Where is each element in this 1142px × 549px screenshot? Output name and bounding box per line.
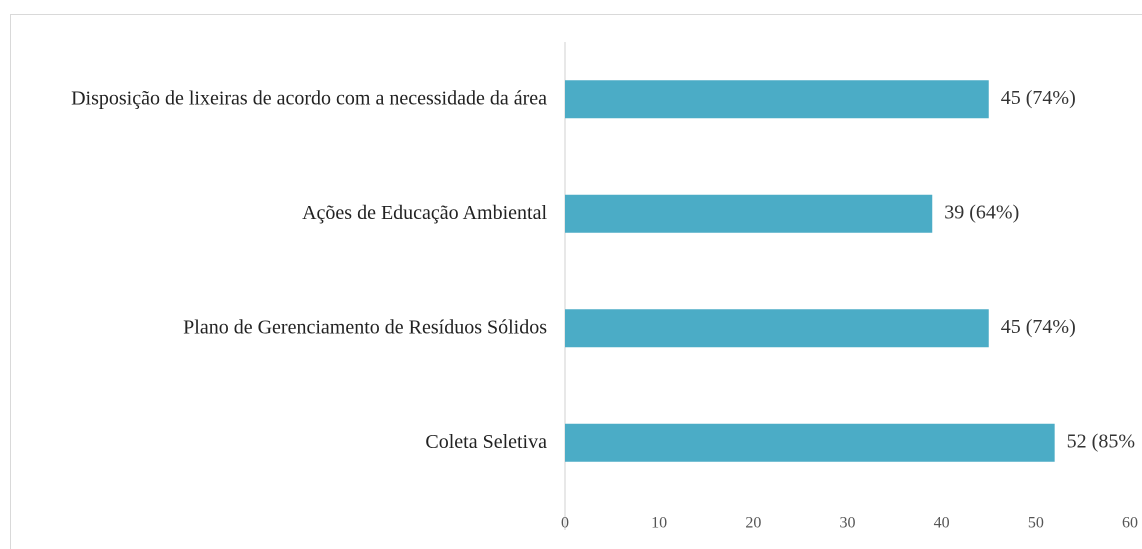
y-tick-label: Disposição de lixeiras de acordo com a n… bbox=[71, 87, 547, 109]
x-tick-label: 50 bbox=[1028, 515, 1044, 532]
value-label: 45 (74%) bbox=[1001, 316, 1076, 338]
bar bbox=[565, 194, 933, 233]
x-tick-label: 10 bbox=[651, 515, 667, 532]
bar bbox=[565, 80, 989, 119]
x-tick-label: 20 bbox=[745, 515, 761, 532]
value-label: 45 (74%) bbox=[1001, 87, 1076, 109]
chart-border bbox=[10, 14, 1142, 549]
y-tick-label: Ações de Educação Ambiental bbox=[302, 201, 547, 223]
y-tick-label: Plano de Gerenciamento de Resíduos Sólid… bbox=[183, 316, 547, 338]
x-tick-label: 60 bbox=[1122, 515, 1138, 532]
bar bbox=[565, 309, 989, 348]
x-tick-label: 30 bbox=[840, 515, 856, 532]
y-tick-label: Coleta Seletiva bbox=[425, 430, 547, 452]
bar bbox=[565, 423, 1055, 462]
x-tick-label: 0 bbox=[561, 515, 569, 532]
x-tick-label: 40 bbox=[934, 515, 950, 532]
value-label: 39 (64%) bbox=[944, 201, 1019, 223]
value-label: 52 (85% bbox=[1067, 430, 1135, 452]
